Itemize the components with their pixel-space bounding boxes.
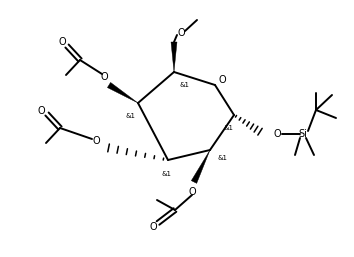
Text: O: O bbox=[177, 28, 185, 38]
Text: &1: &1 bbox=[179, 82, 189, 88]
Text: O: O bbox=[218, 75, 226, 85]
Text: O: O bbox=[149, 222, 157, 232]
Polygon shape bbox=[107, 82, 138, 103]
Text: &1: &1 bbox=[126, 113, 136, 119]
Polygon shape bbox=[191, 150, 210, 183]
Text: O: O bbox=[100, 72, 108, 82]
Text: Si: Si bbox=[298, 129, 307, 139]
Text: &1: &1 bbox=[217, 155, 227, 161]
Text: O: O bbox=[188, 187, 196, 197]
Polygon shape bbox=[171, 42, 177, 72]
Text: O: O bbox=[273, 129, 281, 139]
Text: O: O bbox=[92, 136, 100, 146]
Text: &1: &1 bbox=[223, 125, 233, 131]
Text: O: O bbox=[37, 106, 45, 116]
Text: &1: &1 bbox=[161, 171, 171, 177]
Text: O: O bbox=[58, 37, 66, 47]
